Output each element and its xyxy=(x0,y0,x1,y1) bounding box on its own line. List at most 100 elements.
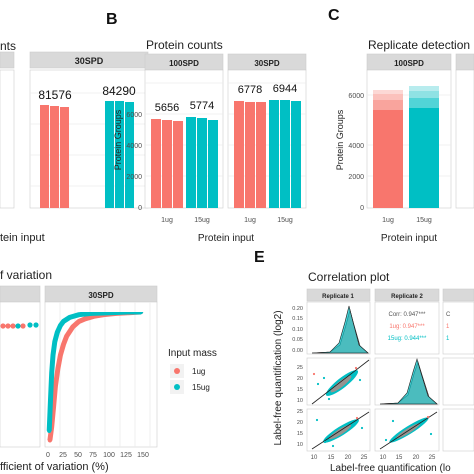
cv-point-1ug xyxy=(55,366,61,371)
panel-b-ytick: 6000 xyxy=(126,112,142,119)
cv-point-15ug xyxy=(126,312,131,315)
cv-point-15ug xyxy=(107,312,113,315)
bar-c-1ug-seg4 xyxy=(373,90,403,94)
panel-e-ytick: 0.05 xyxy=(292,337,303,343)
panel-e-ytick: 10 xyxy=(297,442,303,448)
cv-point-15ug xyxy=(58,323,63,328)
scatter-point xyxy=(327,397,331,401)
bar-a-1ug-rep3 xyxy=(60,107,69,208)
panel-c-ytick: 0 xyxy=(360,205,364,212)
panel-c-ytick: 6000 xyxy=(348,93,364,100)
panel-e-cell-3-3 xyxy=(442,408,474,452)
panel-c: C Replicate detection Protein Groups 0 2… xyxy=(328,7,474,244)
bar-b-30spd-1ug-rep1 xyxy=(234,101,244,208)
cv-point-1ug xyxy=(70,324,76,330)
panel-e-ytick: 0.20 xyxy=(292,306,303,312)
panel-a-title: nts xyxy=(0,39,16,53)
bar-b-30spd-1ug-rep2 xyxy=(245,102,255,208)
bar-b-30spd-15ug-rep1 xyxy=(269,100,279,208)
panel-c-xlabel: Protein input xyxy=(381,233,437,244)
scatter-point xyxy=(312,372,316,376)
scatter-point xyxy=(360,426,364,430)
cv-point-left xyxy=(33,322,39,328)
cv-point-left xyxy=(15,323,21,329)
cv-curve-15ug xyxy=(46,312,141,431)
panel-e-xtick: 15 xyxy=(328,455,335,461)
panel-a-facet: 30SPD xyxy=(75,56,104,66)
panel-d-facet: 30SPD xyxy=(88,291,114,300)
panel-e-xtick: 15 xyxy=(396,455,403,461)
panel-c-ytick: 2000 xyxy=(348,174,364,181)
panel-b-xticks: 1ug 15ug 1ug 15ug xyxy=(161,217,293,224)
bar-a-15ug-rep2 xyxy=(115,101,124,208)
panel-e-ytick: 15 xyxy=(297,431,303,437)
bar-b-30spd-15ug-rep2 xyxy=(280,100,290,208)
cv-point-15ug xyxy=(52,339,57,344)
panel-e-letter: E xyxy=(254,249,265,266)
scatter-cloud-1ug xyxy=(328,424,352,440)
regression-line xyxy=(379,411,438,450)
panel-e-ytick: 0.15 xyxy=(292,316,303,322)
panel-a-label-1ug: 81576 xyxy=(38,88,72,102)
panel-d-xtick: 75 xyxy=(89,452,97,459)
panel-e-corr-15ug: 15ug: 0.944*** xyxy=(388,336,427,342)
legend: Input mass 1ug 15ug xyxy=(168,348,217,394)
cv-point-1ug xyxy=(58,353,63,358)
scatter-point xyxy=(322,376,326,380)
panel-e-ytick: 25 xyxy=(297,365,303,371)
scatter-cloud-1ug xyxy=(330,375,352,393)
panel-b-ytick: 2000 xyxy=(126,174,142,181)
panel-e-ytick: 25 xyxy=(297,409,303,415)
panel-c-plot-next xyxy=(455,69,474,209)
panel-e-xtick: 25 xyxy=(429,455,436,461)
panel-a-label-15ug: 84290 xyxy=(102,84,136,98)
panel-b-xtick: 15ug xyxy=(277,217,293,224)
panel-c-xtick: 15ug xyxy=(416,217,432,224)
panel-d: f variation 30SPD 0 25 50 xyxy=(0,268,158,473)
scatter-point xyxy=(391,419,395,423)
cv-point-1ug xyxy=(83,316,88,321)
scatter-point xyxy=(331,444,335,448)
panel-c-xtick: 1ug xyxy=(382,217,394,224)
panel-e-facet-rep1: Replicate 1 xyxy=(322,294,354,300)
panel-c-bars xyxy=(373,86,439,208)
panel-e-ytick: 10 xyxy=(297,398,303,404)
bar-c-15ug-seg3 xyxy=(409,91,439,98)
panel-d-cv-marks xyxy=(46,312,144,443)
bar-c-15ug-all xyxy=(409,108,439,208)
panel-e-ytick: 20 xyxy=(297,376,303,382)
panel-c-ylabel: Protein Groups xyxy=(335,109,345,170)
cv-point-left xyxy=(5,323,11,329)
panel-e-corr-1ug: 1ug: 0.947*** xyxy=(389,324,425,330)
cv-point-15ug xyxy=(50,353,56,358)
bar-c-1ug-seg2 xyxy=(373,100,403,110)
panel-d-plot xyxy=(44,301,158,448)
panel-c-yticks: 0 2000 4000 6000 xyxy=(348,93,364,212)
panel-e-ytick: 20 xyxy=(297,420,303,426)
panel-e: E Correlation plot Label-free quantifica… xyxy=(254,249,474,474)
panel-e-cell-3-1 xyxy=(306,408,371,452)
panel-e-xtick: 20 xyxy=(345,455,352,461)
panel-b-ylabel: Protein Groups xyxy=(113,109,123,170)
bar-b-100spd-15ug-rep1 xyxy=(186,117,196,208)
panel-d-xtick: 125 xyxy=(120,452,132,459)
legend-label-15ug: 15ug xyxy=(192,383,210,392)
legend-swatch-15ug xyxy=(174,384,180,390)
panel-e-xtick: 10 xyxy=(380,455,387,461)
panel-a-xlabel: tein input xyxy=(0,232,45,244)
panel-e-ytick: 15 xyxy=(297,387,303,393)
panel-e-ytick: 0.10 xyxy=(292,327,303,333)
cv-point-15ug xyxy=(47,428,52,433)
panel-d-xtick: 50 xyxy=(74,452,82,459)
panel-b-title: Protein counts xyxy=(146,38,223,52)
panel-e-cell-1-3 xyxy=(442,301,474,355)
scatter-point xyxy=(384,438,388,442)
bar-b-100spd-15ug-rep2 xyxy=(197,118,207,208)
panel-a-bg-left xyxy=(0,69,15,209)
bar-a-1ug-rep2 xyxy=(50,106,59,208)
legend-swatch-1ug xyxy=(174,368,180,374)
scatter-2-1 xyxy=(311,359,370,405)
panel-b-facet-100spd: 100SPD xyxy=(169,59,199,68)
panel-c-strip-next xyxy=(455,53,474,71)
panel-b-facet-30spd: 30SPD xyxy=(254,59,280,68)
